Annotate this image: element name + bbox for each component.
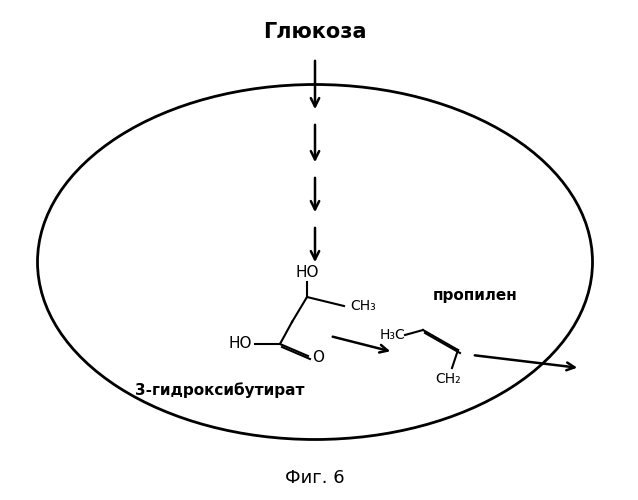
Text: HO: HO	[228, 336, 252, 351]
Text: CH₃: CH₃	[350, 299, 376, 313]
Text: Глюкоза: Глюкоза	[263, 22, 367, 42]
Text: CH₂: CH₂	[435, 372, 461, 386]
Text: O: O	[312, 350, 324, 366]
Text: пропилен: пропилен	[433, 288, 517, 303]
Text: H₃C: H₃C	[379, 328, 405, 342]
Text: 3-гидроксибутират: 3-гидроксибутират	[135, 382, 305, 398]
Text: Фиг. 6: Фиг. 6	[285, 469, 345, 487]
Text: HO: HO	[295, 265, 319, 280]
